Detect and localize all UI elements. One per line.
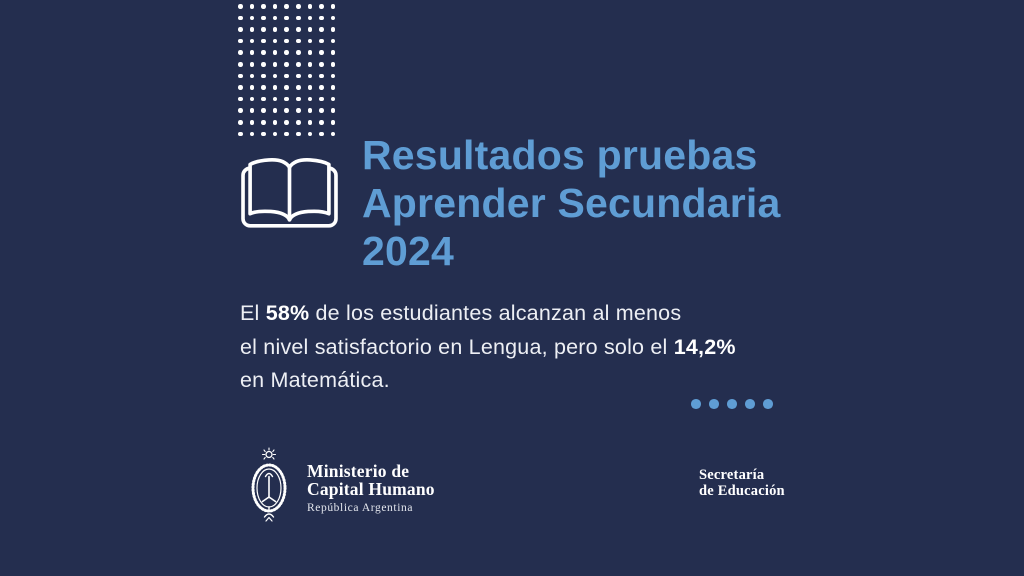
summary-text: El 58% de los estudiantes alcanzan al me… <box>240 301 736 392</box>
argentina-coat-of-arms-icon <box>251 447 287 522</box>
ministry-subline: República Argentina <box>307 502 414 514</box>
accent-dots-decoration <box>691 399 773 409</box>
ministry-name-line1: Ministerio de <box>307 461 410 481</box>
open-book-icon <box>241 158 338 228</box>
dot-grid-decoration <box>238 4 336 137</box>
page-title: Resultados pruebas Aprender Secundaria 2… <box>362 132 781 274</box>
ministry-logo: Ministerio de Capital Humano República A… <box>243 446 435 530</box>
secretariat-line2: de Educación <box>699 482 785 499</box>
ministry-name-line2: Capital Humano <box>307 478 435 499</box>
secretariat-line1: Secretaría <box>699 467 765 483</box>
ministry-wordmark: Ministerio de Capital Humano República A… <box>307 461 435 514</box>
secretariat-label: Secretaría de Educación <box>699 467 785 499</box>
